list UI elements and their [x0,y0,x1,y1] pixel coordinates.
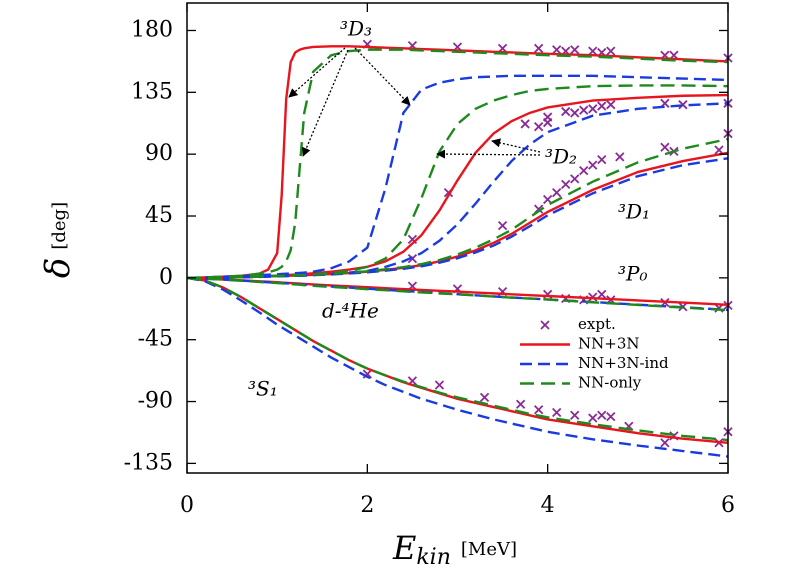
data-point [534,405,544,415]
legend-label: NN+3N-ind [578,354,669,372]
legend-background [515,314,720,394]
data-point [561,179,571,190]
x-label-unit: [MeV] [461,539,517,560]
annotation: d-⁴He [322,299,379,323]
data-point [570,45,580,55]
y-tick-label: -45 [138,327,173,352]
data-point [561,106,571,117]
curve [186,276,729,312]
annotation: ³D₁ [618,200,650,224]
annotation-arrows [288,47,541,159]
data-point [588,413,598,423]
curve [186,45,729,280]
x-axis-label: Ekin [MeV] [392,529,517,571]
y-tick-label: 135 [131,79,173,104]
data-point [407,253,418,264]
curve [186,48,729,280]
data-point [579,105,589,115]
arrow [302,49,349,157]
data-point [543,117,553,128]
curve [186,74,729,280]
x-label-subscript: kin [416,545,451,570]
annotation: ³P₀ [618,262,648,286]
arrow [491,138,541,153]
curve [186,93,729,280]
data-point [597,101,607,111]
y-tick-label: -135 [124,450,173,475]
arrow [288,47,346,98]
data-point [660,438,670,448]
data-point [606,412,616,422]
data-point [660,142,670,152]
data-point [520,119,530,129]
x-tick-label: 2 [360,493,374,518]
data-point [588,160,598,170]
data-point [534,122,544,132]
data-point [714,145,724,155]
data-point [570,108,580,118]
x-tick-label: 6 [721,493,735,518]
data-point [434,380,445,390]
x-tick-label: 4 [541,493,555,518]
y-label-unit: [deg] [49,202,70,250]
curve [186,157,729,280]
y-tick-label: 180 [131,17,173,42]
data-point [552,45,562,55]
data-point [606,100,616,110]
legend-label: expt. [578,315,616,333]
y-tick-label: 90 [145,141,173,166]
data-point [597,155,607,165]
data-point [588,46,598,56]
x-tick-label: 0 [180,493,194,518]
data-point [597,289,607,299]
data-point [597,410,607,420]
data-point [579,166,589,176]
curve [186,276,729,458]
data-point [543,194,553,205]
data-point [570,410,580,420]
legend-marker [540,320,550,330]
curve [186,276,729,442]
data-point [552,188,562,198]
curve [186,102,729,280]
y-axis-label: δ [deg] [38,202,78,278]
data-point [479,392,490,403]
annotation: ³D₃ [340,17,372,41]
plot-frame [186,2,729,474]
y-label-symbol: δ [38,258,78,278]
data-point [615,152,625,162]
x-label-symbol: E [392,529,416,567]
data-point [570,174,580,184]
data-point [678,100,688,110]
data-point [606,46,616,56]
data-point [552,407,562,418]
data-point [497,220,508,231]
data-point [534,43,544,53]
y-tick-label: 45 [145,203,173,228]
legend-label: NN+3N [578,335,640,353]
plot-area [186,39,733,458]
arrow [354,47,411,106]
data-point [588,104,598,114]
annotation: ³D₂ [545,145,577,169]
legend-label: NN-only [578,374,642,392]
y-tick-label: 0 [159,265,173,290]
annotation: ³S₁ [248,377,278,401]
y-tick-label: -90 [138,389,173,414]
data-point [515,399,526,409]
arrow [436,149,541,159]
